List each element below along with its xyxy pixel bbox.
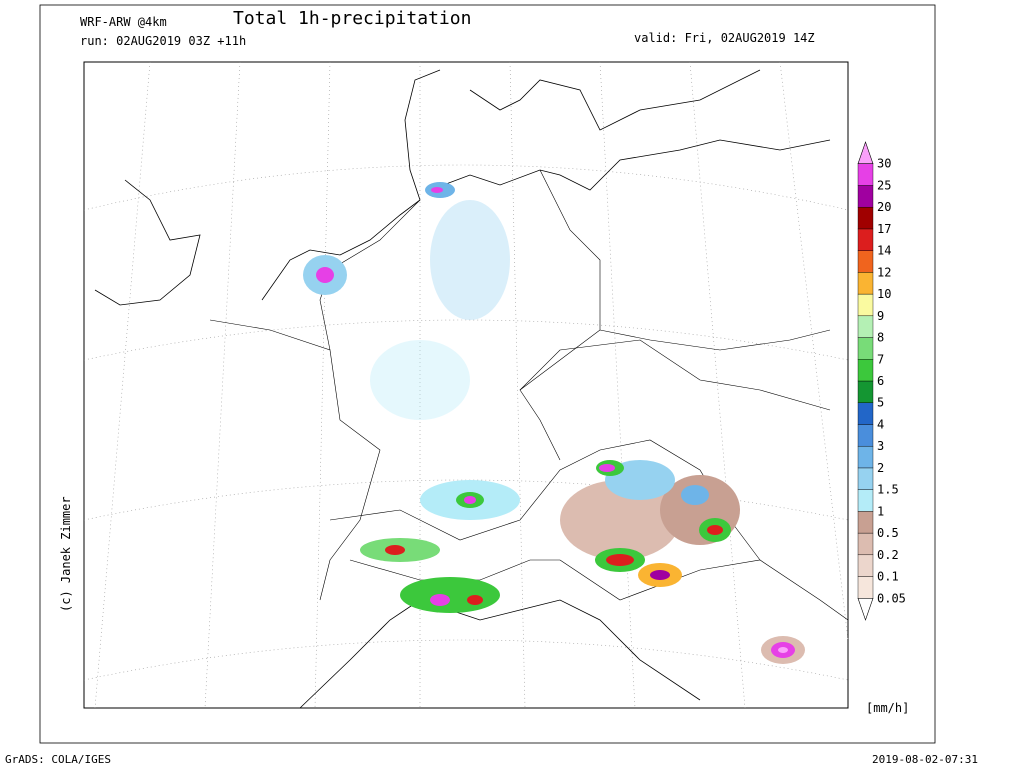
colorbar-label: 12 [877,265,891,279]
title: Total 1h-precipitation [233,8,471,29]
colorbar-swatch [857,554,874,577]
model-label: WRF-ARW @4km [80,15,167,29]
colorbar-label: 25 [877,178,891,192]
colorbar-label: 1 [877,504,884,518]
run-label: run: 02AUG2019 03Z +11h [80,34,246,48]
colorbar-swatch [857,445,874,469]
colorbar-label: 20 [877,200,891,214]
colorbar-label: 7 [877,352,884,366]
colorbar: 0.05 0.1 0.2 0.5 1 1.5 2 3 4 5 6 7 8 9 10 12 14 17 20 25 30 [857,141,906,621]
colorbar-label: 3 [877,439,884,453]
colorbar-label: 2 [877,461,884,475]
colorbar-high [857,141,874,165]
map [83,61,849,709]
colorbar-swatch [857,228,874,251]
colorbar-swatch [857,315,874,338]
graticule [83,61,849,709]
valid-label: valid: Fri, 02AUG2019 14Z [634,31,815,45]
colorbar-swatch [857,163,874,186]
colorbar-label: 17 [877,222,891,236]
footer-right: 2019-08-02-07:31 [872,753,978,766]
colorbar-swatch [857,206,874,230]
colorbar-swatch [857,272,874,295]
colorbar-label: 8 [877,331,884,345]
side-credit: (c) Janek Zimmer [59,496,73,612]
colorbar-swatch [857,337,874,360]
colorbar-label: 0.1 [877,570,899,584]
colorbar-label: 4 [877,417,884,431]
colorbar-label: 6 [877,374,884,388]
colorbar-label: 1.5 [877,483,899,497]
borders [209,169,849,621]
coastlines [94,69,831,709]
colorbar-label: 14 [877,244,891,258]
colorbar-swatch [857,380,874,403]
colorbar-label: 10 [877,287,891,301]
colorbar-swatch [857,185,874,208]
colorbar-swatch [857,532,874,556]
colorbar-label: 5 [877,396,884,410]
colorbar-label: 0.5 [877,526,899,540]
colorbar-swatch [857,489,874,512]
colorbar-swatch [857,293,874,317]
colorbar-label: 0.05 [877,591,906,605]
outer-frame [39,4,936,744]
unit-label: [mm/h] [866,701,909,715]
footer-left: GrADS: COLA/IGES [5,753,111,766]
colorbar-label: 9 [877,309,884,323]
colorbar-swatch [857,402,874,425]
colorbar-swatch [857,467,874,490]
precipitation [303,182,805,664]
colorbar-swatch [857,576,874,599]
colorbar-swatch [857,359,874,382]
colorbar-swatch [857,511,874,534]
colorbar-swatch [857,250,874,273]
colorbar-label: 30 [877,157,891,171]
colorbar-label: 0.2 [877,548,899,562]
colorbar-swatch [857,424,874,447]
